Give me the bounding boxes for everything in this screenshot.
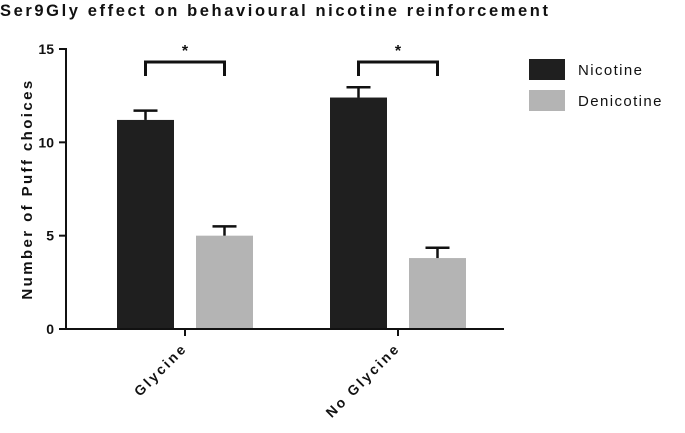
axes-group: 0 5 10 15 Glycine No Glycine Number of Puff ch… [19, 41, 504, 421]
bar-nicotine-1 [330, 97, 387, 330]
significance-bracket-1 [357, 60, 439, 76]
x-tick-label-0: Glycine [131, 340, 190, 399]
legend-label-denicotine: Denicotine [578, 93, 663, 110]
bar-denicotine-0 [196, 235, 253, 329]
error-bars-group [133, 86, 450, 259]
legend: Nicotine Denicotine [529, 59, 663, 111]
significance-bracket-0 [144, 60, 226, 76]
bars-group [117, 97, 466, 330]
bar-denicotine-1 [409, 258, 466, 329]
legend-swatch-nicotine [529, 59, 565, 80]
y-tick-label-5: 5 [46, 228, 54, 244]
significance-star-0: * [182, 43, 189, 60]
y-axis-label: Number of Puff choices [19, 78, 36, 299]
significance-star-1: * [395, 43, 402, 60]
chart-title: Ser9Gly effect on behavioural nicotine r… [0, 2, 551, 20]
x-tick-label-1: No Glycine [322, 340, 403, 421]
y-tick-label-10: 10 [38, 134, 54, 150]
y-tick-label-0: 0 [46, 321, 54, 337]
y-tick-label-15: 15 [38, 41, 54, 57]
legend-label-nicotine: Nicotine [578, 62, 643, 79]
bar-nicotine-0 [117, 119, 174, 329]
significance-group: * * [144, 43, 439, 76]
legend-swatch-denicotine [529, 90, 565, 111]
